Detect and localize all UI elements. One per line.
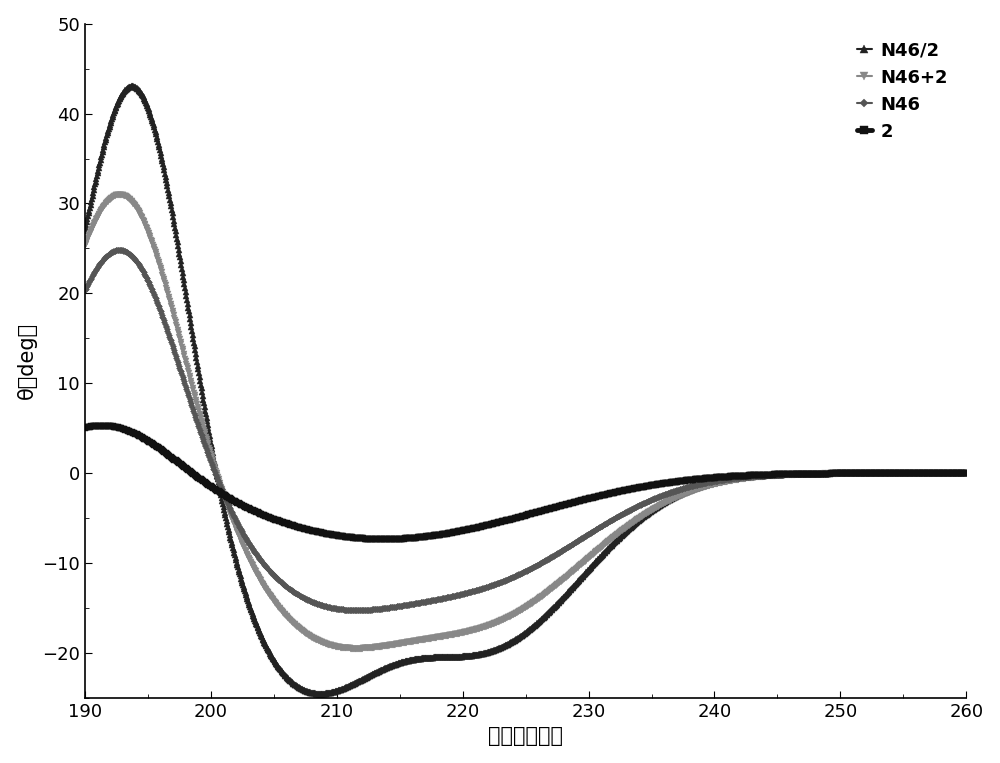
N46+2 (384, 641, 396, 650)
N46/2 (487, 646, 499, 655)
Line: 2: 2 (82, 423, 969, 542)
N46 (795, 469, 807, 478)
2 (384, 535, 396, 544)
N46+2 (543, 587, 555, 596)
Line: N46: N46 (83, 248, 968, 612)
2 (960, 468, 972, 478)
2 (96, 421, 108, 430)
N46 (487, 580, 499, 589)
2 (487, 519, 499, 528)
N46 (384, 603, 396, 612)
X-axis label: 波长（纳米）: 波长（纳米） (488, 726, 563, 746)
N46+2 (350, 644, 362, 653)
N46+2 (114, 190, 126, 199)
N46+2 (948, 468, 960, 478)
N46+2 (795, 470, 807, 479)
N46/2 (79, 227, 91, 236)
N46/2 (384, 662, 396, 671)
N46/2 (543, 608, 555, 617)
Y-axis label: θ（deg）: θ（deg） (17, 322, 37, 399)
N46/2 (795, 469, 807, 478)
N46 (543, 554, 555, 563)
N46/2 (960, 468, 972, 478)
N46 (293, 591, 305, 600)
2 (795, 469, 807, 478)
Line: N46/2: N46/2 (82, 84, 969, 697)
N46 (948, 468, 960, 478)
2 (543, 504, 555, 513)
Legend: N46/2, N46+2, N46, 2: N46/2, N46+2, N46, 2 (848, 33, 957, 150)
N46 (960, 468, 972, 478)
N46/2 (315, 689, 327, 698)
2 (948, 468, 960, 478)
N46+2 (79, 241, 91, 250)
N46/2 (948, 468, 960, 478)
N46/2 (293, 683, 305, 692)
2 (79, 423, 91, 432)
Line: N46+2: N46+2 (82, 192, 969, 652)
N46 (113, 246, 125, 255)
N46 (79, 285, 91, 295)
2 (378, 535, 390, 544)
N46+2 (960, 468, 972, 478)
2 (293, 523, 305, 532)
N46+2 (487, 620, 499, 629)
N46/2 (126, 82, 138, 91)
N46+2 (293, 623, 305, 633)
N46 (351, 606, 363, 615)
